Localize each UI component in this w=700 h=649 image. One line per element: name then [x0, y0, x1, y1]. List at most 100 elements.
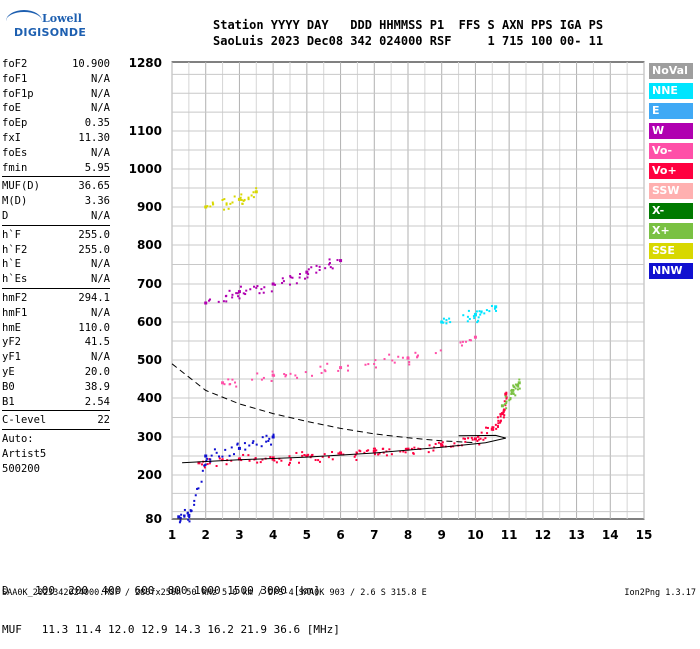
- param-name: yF2: [2, 336, 21, 349]
- data-point: [278, 457, 281, 460]
- data-point: [434, 442, 437, 445]
- data-point: [212, 203, 215, 206]
- param-value: 110.0: [78, 321, 110, 334]
- data-point: [280, 459, 283, 462]
- data-point: [186, 512, 189, 515]
- muf-value: 11.4: [68, 623, 102, 636]
- data-point: [188, 516, 191, 519]
- data-point: [211, 201, 214, 204]
- muf-unit: [MHz]: [306, 623, 340, 636]
- data-point: [260, 378, 263, 381]
- data-point: [304, 277, 307, 280]
- param-value: 0.35: [84, 117, 110, 130]
- data-point: [255, 187, 258, 190]
- data-point: [517, 385, 520, 388]
- data-point: [263, 286, 266, 289]
- data-point: [204, 301, 208, 305]
- data-point: [244, 448, 247, 451]
- x-tick-label: 1: [168, 528, 176, 542]
- distance-value: 200: [54, 584, 89, 597]
- data-point: [288, 461, 291, 464]
- data-point: [503, 408, 506, 411]
- data-point: [459, 341, 462, 344]
- muf-value: 16.2: [200, 623, 234, 636]
- y-tick-label: 800: [137, 238, 162, 252]
- data-point: [383, 358, 386, 361]
- data-point: [310, 266, 313, 269]
- data-point: [473, 437, 477, 441]
- data-point: [358, 449, 361, 452]
- data-point: [355, 458, 358, 461]
- data-point: [262, 376, 265, 379]
- param-value: 36.65: [78, 180, 110, 193]
- data-point: [249, 288, 252, 291]
- distance-unit: [km]: [293, 584, 320, 597]
- muf-value: 12.0: [101, 623, 135, 636]
- x-tick-label: 13: [568, 528, 585, 542]
- data-point: [256, 372, 259, 375]
- data-point: [267, 439, 270, 442]
- x-tick-label: 14: [602, 528, 619, 542]
- data-point: [477, 438, 480, 441]
- data-point: [261, 436, 264, 439]
- param-value: N/A: [91, 258, 110, 271]
- distance-muf-table: D 100 200 400 600 800 1000 1500 3000 [km…: [2, 558, 340, 649]
- data-point: [306, 276, 309, 279]
- data-point: [517, 383, 520, 386]
- data-point: [303, 454, 306, 457]
- data-point: [363, 451, 366, 454]
- param-value: 255.0: [78, 228, 110, 241]
- param-name: foE: [2, 102, 21, 115]
- data-point: [215, 451, 218, 454]
- data-point: [504, 395, 507, 398]
- data-point: [505, 397, 508, 400]
- data-point: [183, 508, 186, 511]
- data-point: [479, 437, 482, 440]
- param-name: h`E: [2, 258, 21, 271]
- data-point: [472, 315, 475, 318]
- data-point: [499, 421, 502, 424]
- data-point: [307, 453, 310, 456]
- header-line2: SaoLuis 2023 Dec08 342 024000 RSF 1 715 …: [213, 34, 604, 48]
- data-point: [288, 463, 291, 466]
- param-name: hmF2: [2, 291, 28, 304]
- data-point: [495, 427, 498, 430]
- data-point: [466, 320, 469, 323]
- data-point: [414, 351, 417, 354]
- data-point: [434, 352, 437, 355]
- data-point: [432, 449, 435, 452]
- data-point: [490, 305, 493, 308]
- param-row: B0 38.9: [2, 380, 110, 395]
- data-point: [288, 283, 291, 286]
- data-point: [231, 378, 234, 381]
- legend-item: X+: [649, 223, 693, 239]
- param-value: 11.30: [78, 131, 110, 144]
- data-point: [326, 362, 329, 365]
- data-point: [319, 365, 322, 368]
- data-point: [271, 282, 275, 286]
- data-point: [500, 404, 504, 408]
- data-point: [248, 459, 251, 462]
- param-name: B1: [2, 395, 15, 408]
- data-point: [399, 450, 402, 453]
- muf-label: MUF: [2, 623, 22, 636]
- data-point: [476, 321, 479, 324]
- data-point: [367, 449, 370, 452]
- data-point: [508, 399, 511, 402]
- data-point: [209, 458, 212, 461]
- data-point: [505, 402, 508, 405]
- data-point: [442, 321, 445, 324]
- data-point: [193, 499, 196, 502]
- data-point: [254, 457, 257, 460]
- data-point: [393, 361, 396, 364]
- param-name: M(D): [2, 195, 28, 208]
- data-point: [236, 292, 239, 295]
- param-value: 10.900: [72, 58, 110, 70]
- x-tick-label: 4: [269, 528, 277, 542]
- data-point: [469, 339, 472, 342]
- data-point: [372, 449, 376, 453]
- data-point: [223, 383, 226, 386]
- data-point: [179, 516, 182, 519]
- data-point: [491, 426, 494, 429]
- data-point: [265, 434, 268, 437]
